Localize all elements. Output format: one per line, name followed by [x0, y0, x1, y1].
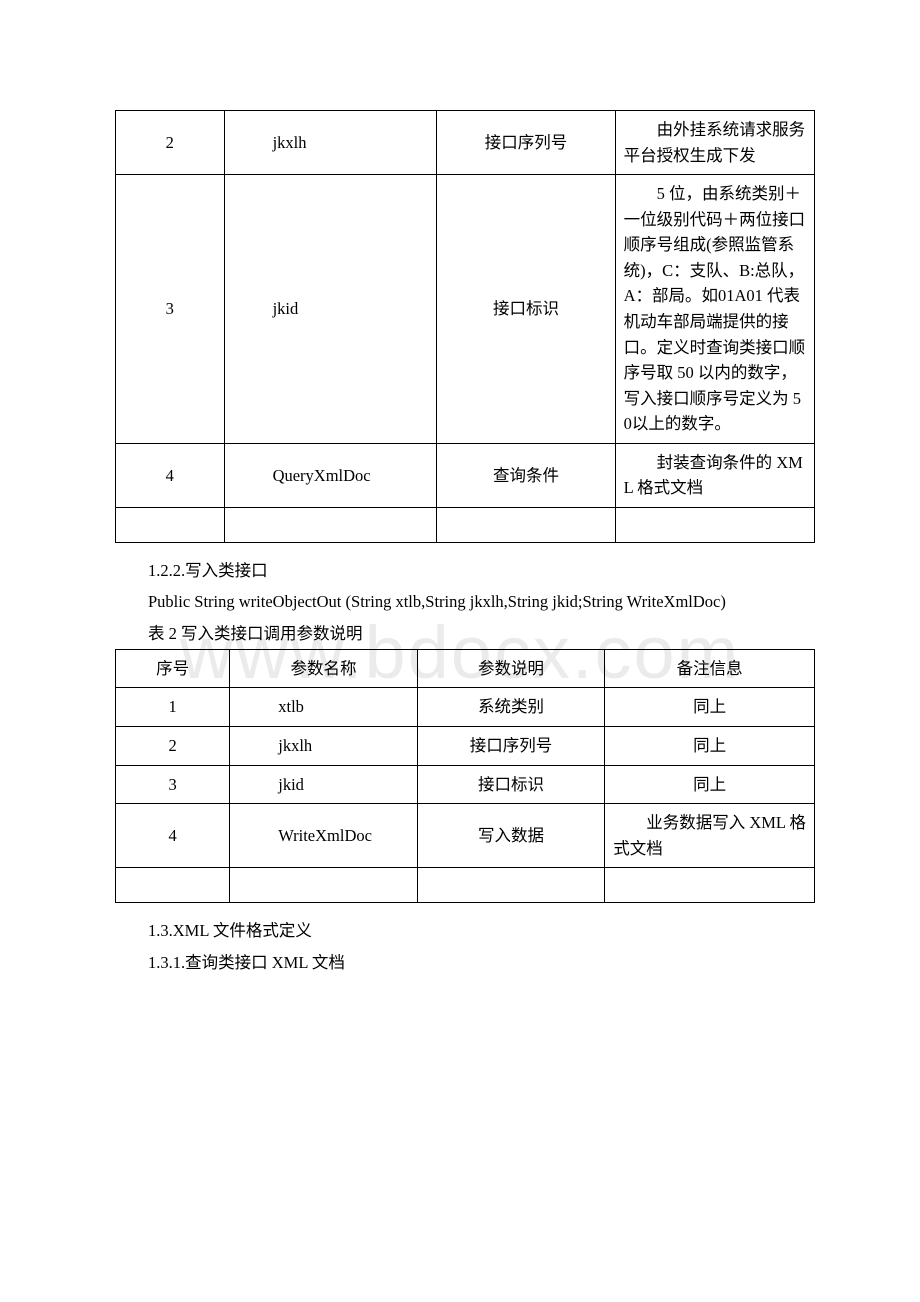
cell-param-desc: 接口序列号 [417, 727, 604, 766]
cell-param-name: jkid [230, 765, 417, 804]
cell-empty [615, 507, 814, 542]
table-1-query-params-continued: 2 jkxlh 接口序列号 由外挂系统请求服务平台授权生成下发 3 jkid 接… [115, 110, 815, 543]
heading-query-xml-doc: 1.3.1.查询类接口 XML 文档 [115, 947, 815, 978]
cell-empty [437, 507, 615, 542]
header-param-desc: 参数说明 [417, 649, 604, 688]
document-page: 2 jkxlh 接口序列号 由外挂系统请求服务平台授权生成下发 3 jkid 接… [0, 0, 920, 1038]
cell-remark: 5 位，由系统类别＋一位级别代码＋两位接口顺序号组成(参照监管系统)，C：支队、… [615, 175, 814, 444]
cell-remark: 同上 [605, 765, 815, 804]
cell-seq: 1 [116, 688, 230, 727]
table-row-empty [116, 868, 815, 903]
cell-param-desc: 接口标识 [437, 175, 615, 444]
table-row: 1 xtlb 系统类别 同上 [116, 688, 815, 727]
cell-param-desc: 写入数据 [417, 804, 604, 868]
cell-empty [230, 868, 417, 903]
table-row: 3 jkid 接口标识 同上 [116, 765, 815, 804]
header-param-name: 参数名称 [230, 649, 417, 688]
cell-param-desc: 查询条件 [437, 443, 615, 507]
cell-seq: 2 [116, 111, 225, 175]
table-header-row: 序号 参数名称 参数说明 备注信息 [116, 649, 815, 688]
table-caption: 表 2 写入类接口调用参数说明 [115, 618, 815, 649]
cell-remark: 同上 [605, 727, 815, 766]
cell-empty [224, 507, 437, 542]
cell-seq: 3 [116, 175, 225, 444]
table-row: 4 QueryXmlDoc 查询条件 封装查询条件的 XML 格式文档 [116, 443, 815, 507]
cell-seq: 2 [116, 727, 230, 766]
table-row: 4 WriteXmlDoc 写入数据 业务数据写入 XML 格式文档 [116, 804, 815, 868]
cell-param-name: jkxlh [230, 727, 417, 766]
cell-param-name: jkxlh [224, 111, 437, 175]
cell-param-name: jkid [224, 175, 437, 444]
cell-seq: 4 [116, 804, 230, 868]
table-row: 3 jkid 接口标识 5 位，由系统类别＋一位级别代码＋两位接口顺序号组成(参… [116, 175, 815, 444]
header-seq: 序号 [116, 649, 230, 688]
cell-empty [605, 868, 815, 903]
cell-param-name: xtlb [230, 688, 417, 727]
header-remark: 备注信息 [605, 649, 815, 688]
cell-param-desc: 接口标识 [417, 765, 604, 804]
cell-param-desc: 接口序列号 [437, 111, 615, 175]
code-signature: Public String writeObjectOut (String xtl… [115, 586, 815, 617]
cell-empty [116, 868, 230, 903]
cell-seq: 3 [116, 765, 230, 804]
cell-remark: 封装查询条件的 XML 格式文档 [615, 443, 814, 507]
cell-remark: 业务数据写入 XML 格式文档 [605, 804, 815, 868]
table-row: 2 jkxlh 接口序列号 同上 [116, 727, 815, 766]
table-2-write-params: 序号 参数名称 参数说明 备注信息 1 xtlb 系统类别 同上 2 jkxlh… [115, 649, 815, 903]
table-row: 2 jkxlh 接口序列号 由外挂系统请求服务平台授权生成下发 [116, 111, 815, 175]
heading-xml-format: 1.3.XML 文件格式定义 [115, 915, 815, 946]
cell-param-name: WriteXmlDoc [230, 804, 417, 868]
table-row-empty [116, 507, 815, 542]
cell-empty [417, 868, 604, 903]
cell-seq: 4 [116, 443, 225, 507]
cell-remark: 由外挂系统请求服务平台授权生成下发 [615, 111, 814, 175]
cell-param-name: QueryXmlDoc [224, 443, 437, 507]
cell-remark: 同上 [605, 688, 815, 727]
heading-write-interface: 1.2.2.写入类接口 [115, 555, 815, 586]
cell-empty [116, 507, 225, 542]
cell-param-desc: 系统类别 [417, 688, 604, 727]
